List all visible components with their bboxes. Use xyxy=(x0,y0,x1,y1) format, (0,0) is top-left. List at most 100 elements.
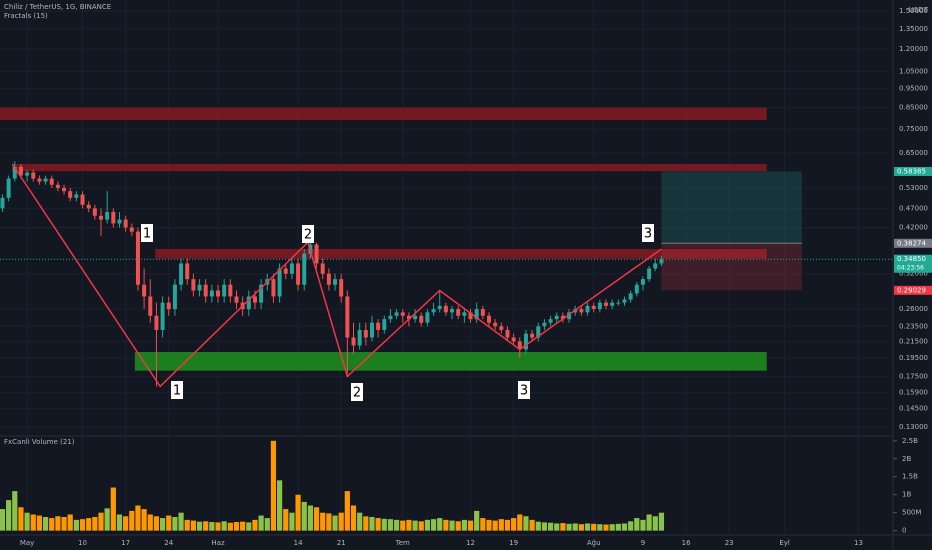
volume-bar xyxy=(498,519,504,531)
candle-body xyxy=(209,290,214,297)
volume-bar xyxy=(418,521,424,531)
candle-body xyxy=(234,296,239,303)
candle-body xyxy=(105,212,110,220)
candle-body xyxy=(616,302,621,304)
candle-body xyxy=(271,279,276,297)
candle-body xyxy=(554,315,559,320)
candle-body xyxy=(302,253,307,285)
wave-label: 1 xyxy=(173,384,181,399)
candle-body xyxy=(142,284,147,297)
indicator-label: Fractals (15) xyxy=(4,12,48,20)
candle-body xyxy=(166,302,171,310)
volume-bar xyxy=(338,512,344,531)
x-tick-label: 23 xyxy=(725,539,734,547)
candle-body xyxy=(197,284,202,291)
candle-body xyxy=(326,273,331,285)
x-tick-label: 10 xyxy=(78,539,87,547)
y-tick-label: 0.65000 xyxy=(899,149,928,157)
volume-bar xyxy=(437,518,443,531)
volume-bar xyxy=(221,521,227,531)
candle-body xyxy=(548,319,553,323)
candle-body xyxy=(437,305,442,310)
countdown: 04:23:56 xyxy=(897,265,924,272)
candle-body xyxy=(12,166,17,179)
zone xyxy=(134,351,767,371)
candle-body xyxy=(431,309,436,313)
volume-bar xyxy=(572,523,578,531)
candle-body xyxy=(456,309,461,316)
volume-bar xyxy=(6,500,12,531)
wave-label-box xyxy=(141,224,153,242)
candle-body xyxy=(351,337,356,346)
y-tick-label: 0.26000 xyxy=(899,305,928,313)
candle-body xyxy=(18,166,23,176)
candle-body xyxy=(406,315,411,320)
y-tick-label: 0.14500 xyxy=(899,404,928,412)
y-tick-label: 0.75000 xyxy=(899,125,928,133)
volume-bar xyxy=(30,514,36,531)
volume-bar xyxy=(0,509,6,531)
candle-body xyxy=(443,305,448,313)
candle-body xyxy=(505,329,510,338)
candle-body xyxy=(49,178,54,185)
volume-bar xyxy=(566,523,572,531)
candle-body xyxy=(517,341,522,350)
volume-bar xyxy=(42,516,49,531)
volume-bar xyxy=(141,509,147,531)
volume-bar xyxy=(412,520,418,531)
stop-zone xyxy=(661,243,802,291)
volume-bar xyxy=(73,519,79,531)
volume-bar xyxy=(196,521,203,531)
candle-body xyxy=(333,279,338,285)
candle-body xyxy=(228,284,233,297)
volume-bar xyxy=(658,512,665,531)
volume-bar xyxy=(523,516,529,531)
volume-bar xyxy=(166,515,172,531)
volume-bar xyxy=(203,521,209,531)
y-tick-label: 0.17500 xyxy=(899,372,928,380)
volume-bar xyxy=(461,519,467,531)
volume-bar xyxy=(554,523,560,531)
volume-bar xyxy=(36,515,43,531)
candle-body xyxy=(160,302,165,330)
candle-body xyxy=(425,312,430,323)
candle-body xyxy=(640,279,645,285)
x-tick-label: 19 xyxy=(509,539,518,547)
volume-tick-label: 2B xyxy=(902,455,911,463)
x-tick-label: 21 xyxy=(337,539,346,547)
candle-body xyxy=(222,284,227,297)
candle-body xyxy=(68,191,73,198)
volume-bar xyxy=(313,507,320,531)
volume-bar xyxy=(547,522,554,531)
volume-bar xyxy=(123,516,129,531)
volume-bar xyxy=(609,524,615,531)
y-tick-label: 1.05000 xyxy=(899,68,928,76)
volume-bar xyxy=(153,516,160,531)
price-tag-label: 0.34850 xyxy=(897,255,926,263)
price-tag-label: 0.58385 xyxy=(897,167,926,175)
volume-bar xyxy=(61,516,67,531)
volume-bar xyxy=(492,520,498,531)
volume-tick-label: 1B xyxy=(902,491,911,499)
volume-bar xyxy=(621,523,628,531)
price-tag xyxy=(894,166,932,176)
candle-body xyxy=(499,326,504,330)
x-tick-label: 17 xyxy=(121,539,130,547)
volume-bar xyxy=(252,519,258,531)
volume-bar xyxy=(233,522,240,531)
volume-bar xyxy=(597,524,603,531)
volume-bar xyxy=(159,518,166,531)
volume-bar xyxy=(350,505,357,531)
candle-body xyxy=(203,284,208,297)
volume-bar xyxy=(320,512,326,531)
price-tag xyxy=(894,238,932,248)
candle-body xyxy=(567,312,572,320)
volume-bar xyxy=(104,508,110,531)
x-tick-label: May xyxy=(20,539,34,547)
y-tick-label: 0.47000 xyxy=(899,204,928,212)
wave-label: 2 xyxy=(304,228,312,243)
x-tick-label: 14 xyxy=(294,539,303,547)
candle-body xyxy=(610,302,615,306)
volume-bar xyxy=(92,516,98,531)
candle-body xyxy=(653,263,658,269)
